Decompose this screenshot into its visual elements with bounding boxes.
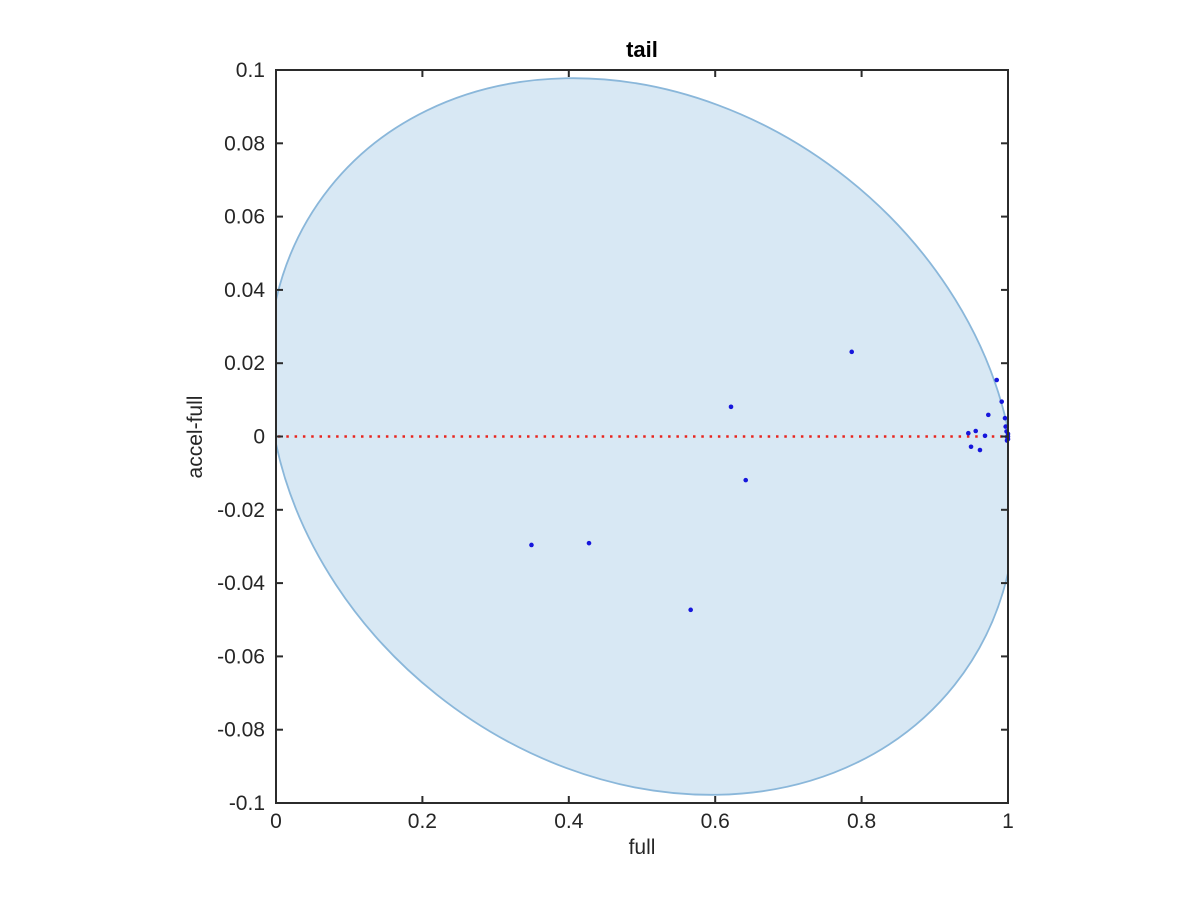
x-tick-label: 0.8 <box>847 810 876 833</box>
data-point <box>982 433 988 439</box>
data-point <box>743 477 749 483</box>
x-tick-label: 1 <box>1002 810 1014 833</box>
data-point <box>728 404 734 410</box>
y-axis-label: accel-full <box>184 396 207 479</box>
envelope-layer <box>276 77 1008 796</box>
data-point <box>977 447 983 453</box>
y-tick-label: -0.04 <box>217 572 265 595</box>
data-point <box>999 399 1005 404</box>
data-point <box>849 349 855 355</box>
y-tick-label: -0.06 <box>217 645 265 668</box>
y-tick-label: 0.02 <box>224 352 265 375</box>
tick-marks-group <box>275 69 1009 804</box>
y-tick-label: -0.1 <box>229 792 265 815</box>
y-tick-label: 0.1 <box>236 59 265 82</box>
data-point <box>986 412 991 418</box>
data-point <box>586 540 592 546</box>
y-tick-label: -0.02 <box>217 499 265 522</box>
chart-title: tail <box>626 37 658 62</box>
data-point <box>973 428 979 434</box>
y-tick-label: 0.04 <box>224 279 265 302</box>
y-tick-label: 0 <box>253 426 265 449</box>
x-tick-label: 0.4 <box>554 810 584 833</box>
data-point <box>968 444 974 450</box>
data-point <box>1002 415 1008 421</box>
tick-labels-group: 0 0.2 0.4 0.6 0.8 1 0.1 0.08 0.06 0.04 0.02 0 -0.02 -… <box>217 59 1014 833</box>
data-point <box>688 607 693 613</box>
envelope-ellipse-region <box>276 77 1008 796</box>
x-tick-label: 0.2 <box>408 810 437 833</box>
x-tick-label: 0 <box>270 810 282 833</box>
data-point <box>1003 424 1008 429</box>
y-tick-label: 0.06 <box>224 206 265 229</box>
data-point <box>994 377 1000 383</box>
y-tick-label: -0.08 <box>217 719 265 742</box>
y-tick-label: 0.08 <box>224 132 265 155</box>
x-tick-label: 0.6 <box>701 810 730 833</box>
data-point <box>529 542 534 548</box>
x-axis-label: full <box>629 836 656 859</box>
data-point <box>966 430 971 436</box>
